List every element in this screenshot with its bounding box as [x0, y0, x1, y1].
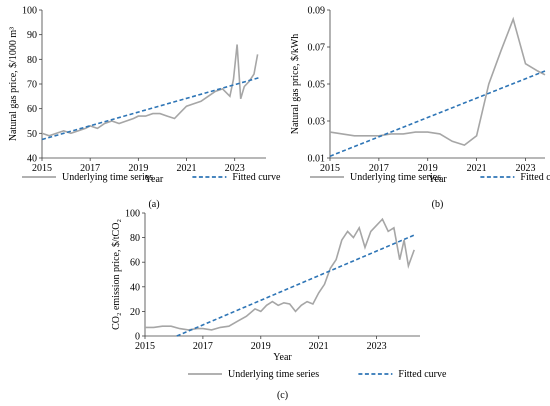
panel-b-legend-label: Fitted curve [520, 172, 550, 183]
panel-a-y-tick-label: 70 [27, 80, 37, 91]
panel-a-underlying-series-line [41, 44, 259, 137]
panel-b-y-tick-label: 0.03 [308, 117, 326, 128]
panel-b-x-tick-label: 2023 [515, 163, 535, 174]
panel-c-y-tick-label: 0 [135, 332, 140, 343]
panel-b-y-tick-label: 0.09 [308, 6, 326, 17]
panel-c-x-axis-label: Year [273, 352, 292, 363]
panel-c-y-tick-label: 20 [130, 307, 140, 318]
panel-a-x-tick-label: 2023 [225, 163, 245, 174]
panel-a-legend-label: Fitted curve [232, 172, 281, 183]
panel-c-y-tick-label: 40 [130, 282, 140, 293]
panel-b-x-tick-label: 2019 [418, 163, 438, 174]
panel-b-x-tick-label: 2017 [369, 163, 389, 174]
panel-a-y-tick-label: 40 [27, 154, 37, 165]
panel-c-y-tick-label: 60 [130, 258, 140, 269]
panel-c-y-axis-label: CO₂ emission price, $/tCO₂ [111, 219, 122, 330]
panel-c-x-tick-label: 2017 [193, 341, 213, 352]
panel-c-y-tick-label: 80 [130, 233, 140, 244]
panel-a-y-axis-label: Natural gas price, $/1000 m³ [8, 27, 19, 141]
panel-a-x-tick-label: 2019 [128, 163, 148, 174]
panel-b-x-tick-label: 2021 [467, 163, 487, 174]
panel-a-x-tick-label: 2021 [177, 163, 197, 174]
panel-c-y-tick-label: 100 [125, 209, 140, 220]
panel-b-legend-label: Underlying time series [350, 172, 441, 183]
panel-a-fitted-curve-line [41, 77, 260, 141]
panel-a-y-tick-label: 100 [22, 6, 37, 17]
panel-b-y-tick-label: 0.05 [308, 80, 326, 91]
panel-c-fitted-curve-line [176, 234, 415, 337]
panel-c-x-tick-label: 2015 [135, 341, 155, 352]
panel-c-legend-label: Underlying time series [228, 369, 319, 380]
panel-a-y-tick-label: 50 [27, 129, 37, 140]
panel-c-x-tick-label: 2021 [309, 341, 329, 352]
panel-c-legend-label: Fitted curve [398, 369, 447, 380]
panel-b-underlying-series-line [329, 16, 546, 146]
panel-b-y-tick-label: 0.07 [308, 43, 326, 54]
panel-b-fitted-curve-line [329, 70, 546, 157]
panel-b-x-tick-label: 2015 [320, 163, 340, 174]
panel-a-x-axis-label: Year [145, 174, 164, 185]
panel-a-y-tick-label: 90 [27, 30, 37, 41]
panel-c-panel-label: (c) [277, 390, 288, 401]
panel-a-panel-label: (a) [148, 199, 159, 210]
panel-a-x-tick-label: 2015 [32, 163, 52, 174]
panel-a-y-tick-label: 80 [27, 55, 37, 66]
panel-b-y-axis-label: Natural gas price, $/kWh [290, 34, 301, 135]
panel-c-underlying-series-line [145, 217, 415, 331]
panel-c-x-tick-label: 2023 [367, 341, 387, 352]
panel-b-y-tick-label: 0.01 [308, 154, 326, 165]
panel-a-x-tick-label: 2017 [80, 163, 100, 174]
panel-a-legend-label: Underlying time series [62, 172, 153, 183]
panel-b-x-axis-label: Year [428, 174, 447, 185]
panel-b-panel-label: (b) [432, 199, 444, 210]
panel-a-y-tick-label: 60 [27, 104, 37, 115]
panel-c-x-tick-label: 2019 [251, 341, 271, 352]
